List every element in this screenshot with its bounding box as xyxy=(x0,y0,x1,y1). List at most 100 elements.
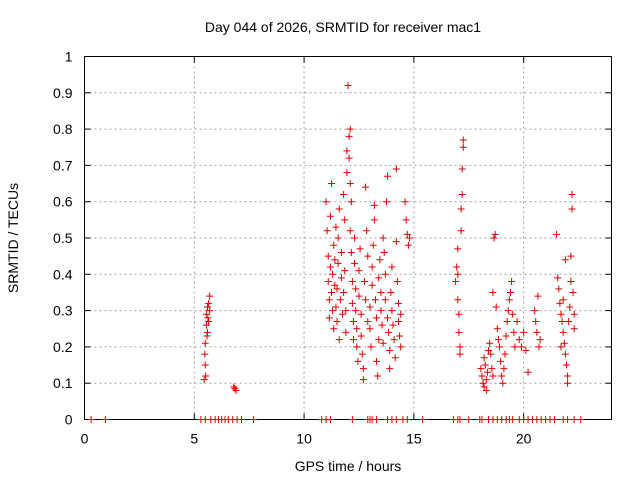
data-point xyxy=(386,365,394,373)
data-point xyxy=(206,292,214,300)
data-point xyxy=(500,365,508,373)
data-point xyxy=(206,307,214,315)
data-point xyxy=(559,328,567,336)
data-point xyxy=(405,234,413,242)
data-point xyxy=(362,183,370,191)
data-point xyxy=(353,325,361,333)
data-point xyxy=(455,328,463,336)
data-point xyxy=(324,278,332,286)
data-point xyxy=(347,198,355,206)
data-point xyxy=(368,263,376,271)
data-point xyxy=(369,241,377,249)
data-point xyxy=(357,332,365,340)
data-point xyxy=(404,241,412,249)
data-point xyxy=(385,328,393,336)
data-point xyxy=(452,278,460,286)
data-point xyxy=(403,416,411,423)
data-point xyxy=(565,317,573,325)
data-point xyxy=(456,416,464,423)
data-point xyxy=(326,212,334,220)
data-point xyxy=(364,317,372,325)
data-point xyxy=(397,343,405,351)
data-point xyxy=(557,310,565,318)
data-point xyxy=(391,354,399,362)
data-point xyxy=(388,263,396,271)
data-point xyxy=(373,357,381,365)
x-tick-label: 10 xyxy=(296,431,312,447)
data-point xyxy=(489,372,497,380)
data-point xyxy=(515,336,523,344)
data-point xyxy=(339,310,347,318)
data-point xyxy=(384,314,392,322)
data-point xyxy=(231,385,239,393)
data-point xyxy=(502,332,510,340)
data-point xyxy=(534,292,542,300)
data-point xyxy=(513,317,521,325)
data-point xyxy=(328,288,336,296)
data-point xyxy=(348,278,356,286)
data-point xyxy=(478,372,486,380)
axis-ticks: 0 5 10 15 20 0 0.1 0.2 0.3 0.4 0.5 0.6 0.7 0.8 0.9 1 xyxy=(53,49,612,447)
y-tick-label: 1 xyxy=(65,49,73,65)
data-point xyxy=(419,416,427,423)
x-tick-label: 20 xyxy=(516,431,532,447)
data-point xyxy=(494,336,502,344)
data-point xyxy=(203,332,211,340)
y-tick-label: 0 xyxy=(65,412,73,428)
data-point xyxy=(454,270,462,278)
data-point xyxy=(346,125,354,133)
data-point xyxy=(570,416,578,423)
data-point xyxy=(557,343,565,351)
y-tick-label: 0.2 xyxy=(53,339,73,355)
data-point xyxy=(325,314,333,322)
y-tick-label: 0.9 xyxy=(53,85,73,101)
data-point xyxy=(567,252,575,260)
data-point xyxy=(351,234,359,242)
data-point xyxy=(347,249,355,257)
data-point xyxy=(334,234,342,242)
data-point xyxy=(550,416,558,423)
data-point xyxy=(535,343,543,351)
grid-lines xyxy=(84,56,612,420)
data-point xyxy=(381,270,389,278)
data-point xyxy=(380,249,388,257)
data-point xyxy=(346,180,354,188)
data-point xyxy=(250,416,258,423)
data-point xyxy=(343,169,351,177)
data-point xyxy=(509,310,517,318)
data-point xyxy=(577,416,585,423)
data-point xyxy=(517,343,525,351)
data-point xyxy=(533,328,541,336)
data-point xyxy=(457,205,465,213)
data-point xyxy=(332,303,340,311)
data-point xyxy=(348,416,356,423)
data-point xyxy=(498,372,506,380)
data-point xyxy=(491,230,499,238)
data-point xyxy=(371,296,379,304)
data-point xyxy=(483,368,491,376)
data-point xyxy=(205,317,213,325)
data-point xyxy=(375,336,383,344)
data-point xyxy=(359,376,367,384)
data-point xyxy=(402,216,410,224)
data-point xyxy=(508,278,516,286)
data-point xyxy=(568,190,576,198)
data-point xyxy=(554,274,562,282)
data-point xyxy=(456,343,464,351)
data-point xyxy=(340,288,348,296)
data-point xyxy=(346,227,354,235)
data-point xyxy=(520,328,528,336)
data-point xyxy=(335,336,343,344)
data-point xyxy=(480,383,488,391)
data-point xyxy=(510,328,518,336)
data-point xyxy=(485,347,493,355)
data-point xyxy=(238,416,246,423)
data-point xyxy=(477,365,485,373)
data-point xyxy=(205,299,213,307)
data-point xyxy=(348,299,356,307)
data-point xyxy=(481,361,489,369)
data-point xyxy=(355,267,363,275)
data-point xyxy=(202,321,210,329)
data-point xyxy=(497,357,505,365)
